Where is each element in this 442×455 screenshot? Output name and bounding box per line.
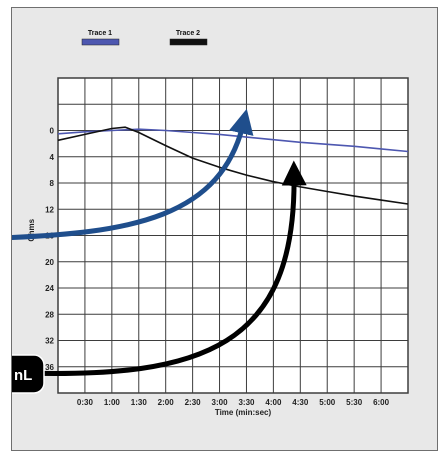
y-tick-label: 36 (45, 363, 54, 372)
y-tick-label: 20 (45, 258, 54, 267)
x-tick-label: 3:00 (212, 398, 229, 407)
y-tick-label: 8 (50, 179, 55, 188)
chart-panel: 0 4 8 12 16 20 24 28 32 36 0:30 1:00 1:30 2:00 2:30 3:0… (11, 7, 438, 451)
x-tick-label: 5:00 (319, 398, 336, 407)
x-axis-title: Time (min:sec) (215, 408, 272, 417)
x-tick-label: 4:00 (265, 398, 282, 407)
legend-swatch (81, 38, 120, 46)
x-tick-label: 3:30 (238, 398, 255, 407)
callout-arrow-trace-2 (21, 160, 307, 376)
y-tick-label: 4 (50, 153, 55, 162)
x-tick-label: 5:30 (346, 398, 363, 407)
y-tick-label: 32 (45, 337, 54, 346)
legend-label: Trace 1 (88, 30, 112, 37)
y-axis-title: Ohms (27, 218, 36, 241)
y-tick-label: 24 (45, 284, 54, 293)
x-tick-label: 1:30 (131, 398, 148, 407)
x-tick-label: 4:30 (292, 398, 309, 407)
callout-label-box (12, 354, 45, 394)
x-tick-label: 2:00 (158, 398, 175, 407)
x-tick-label: 6:00 (373, 398, 390, 407)
y-tick-label: 28 (45, 310, 54, 319)
callout-label: nL (14, 367, 32, 384)
series-line-2 (57, 126, 409, 205)
x-tick-label: 1:00 (104, 398, 121, 407)
y-tick-label: 0 (50, 127, 55, 136)
legend-swatch (169, 38, 208, 46)
legend-label: Trace 2 (176, 30, 200, 37)
y-tick-label: 12 (45, 205, 54, 214)
x-tick-label: 0:30 (77, 398, 94, 407)
callout-arrow-trace-1 (12, 108, 254, 240)
x-tick-label: 2:30 (185, 398, 202, 407)
